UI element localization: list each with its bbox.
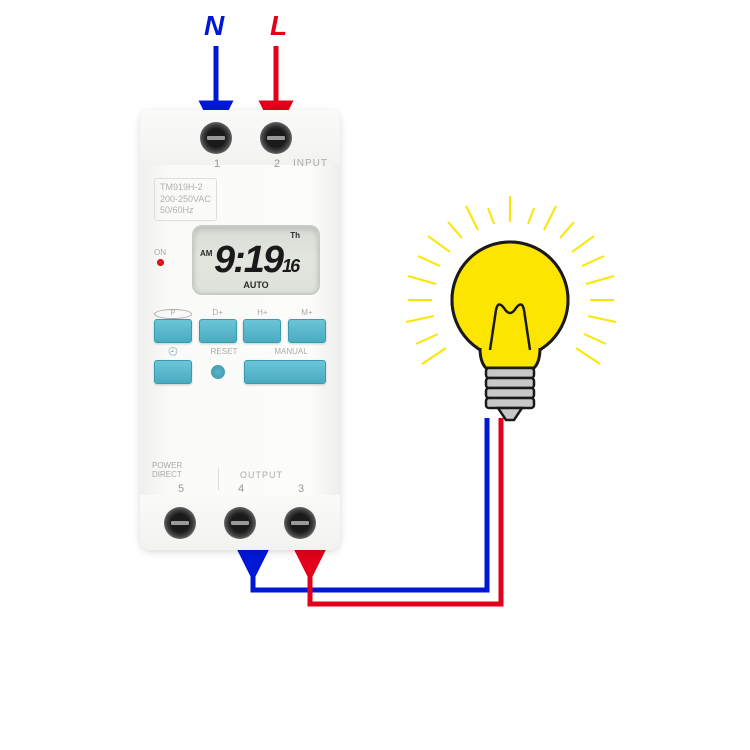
hour-plus-button[interactable] <box>243 319 281 343</box>
power-direct-label: POWER DIRECT <box>152 462 182 480</box>
lcd-ampm: AM <box>200 249 212 258</box>
program-button[interactable] <box>154 319 192 343</box>
day-plus-button[interactable] <box>199 319 237 343</box>
clock-button[interactable] <box>154 360 192 384</box>
lcd-display: Th AM 9:1916 AUTO <box>192 225 320 295</box>
wiring-svg <box>0 0 750 750</box>
terminal-2-number: 2 <box>274 158 280 170</box>
btn-label-m: M+ <box>288 308 326 319</box>
minute-plus-button[interactable] <box>288 319 326 343</box>
terminal-4-number: 4 <box>238 483 244 495</box>
terminal-2 <box>260 122 292 154</box>
lcd-time: 9:1916 <box>214 239 298 282</box>
bulb-socket <box>486 368 534 420</box>
wiring-diagram: N L <box>0 0 750 750</box>
btn-label-h: H+ <box>243 308 281 319</box>
clock-icon: 🕘 <box>154 347 192 356</box>
bulb-neck <box>480 348 540 368</box>
terminal-4 <box>224 507 256 539</box>
lcd-mode: AUTO <box>243 280 268 290</box>
input-terminal-block: 1 2 INPUT <box>140 110 340 165</box>
manual-button[interactable] <box>244 360 326 384</box>
manual-label: MANUAL <box>256 347 326 356</box>
bulb-glass <box>452 242 568 358</box>
btn-label-p: P <box>154 308 192 319</box>
terminal-5 <box>164 507 196 539</box>
input-section-label: INPUT <box>293 158 328 169</box>
device-spec-label: TM919H-2 200-250VAC 50/60Hz <box>154 178 217 221</box>
terminal-3 <box>284 507 316 539</box>
on-indicator: ON <box>154 248 166 266</box>
terminal-3-number: 3 <box>298 483 304 495</box>
timer-device: 1 2 INPUT TM919H-2 200-250VAC 50/60Hz ON… <box>140 110 340 550</box>
button-panel: P D+ H+ M+ 🕘 RESET MANUAL <box>154 308 326 384</box>
btn-label-d: D+ <box>199 308 237 319</box>
reset-button[interactable] <box>211 365 225 379</box>
terminal-1-number: 1 <box>214 158 220 170</box>
reset-label: RESET <box>194 347 254 356</box>
terminal-1 <box>200 122 232 154</box>
output-section-label: OUTPUT <box>240 470 283 480</box>
power-led-icon <box>157 259 164 266</box>
terminal-5-number: 5 <box>178 483 184 495</box>
output-terminal-block: 5 4 3 <box>140 495 340 550</box>
